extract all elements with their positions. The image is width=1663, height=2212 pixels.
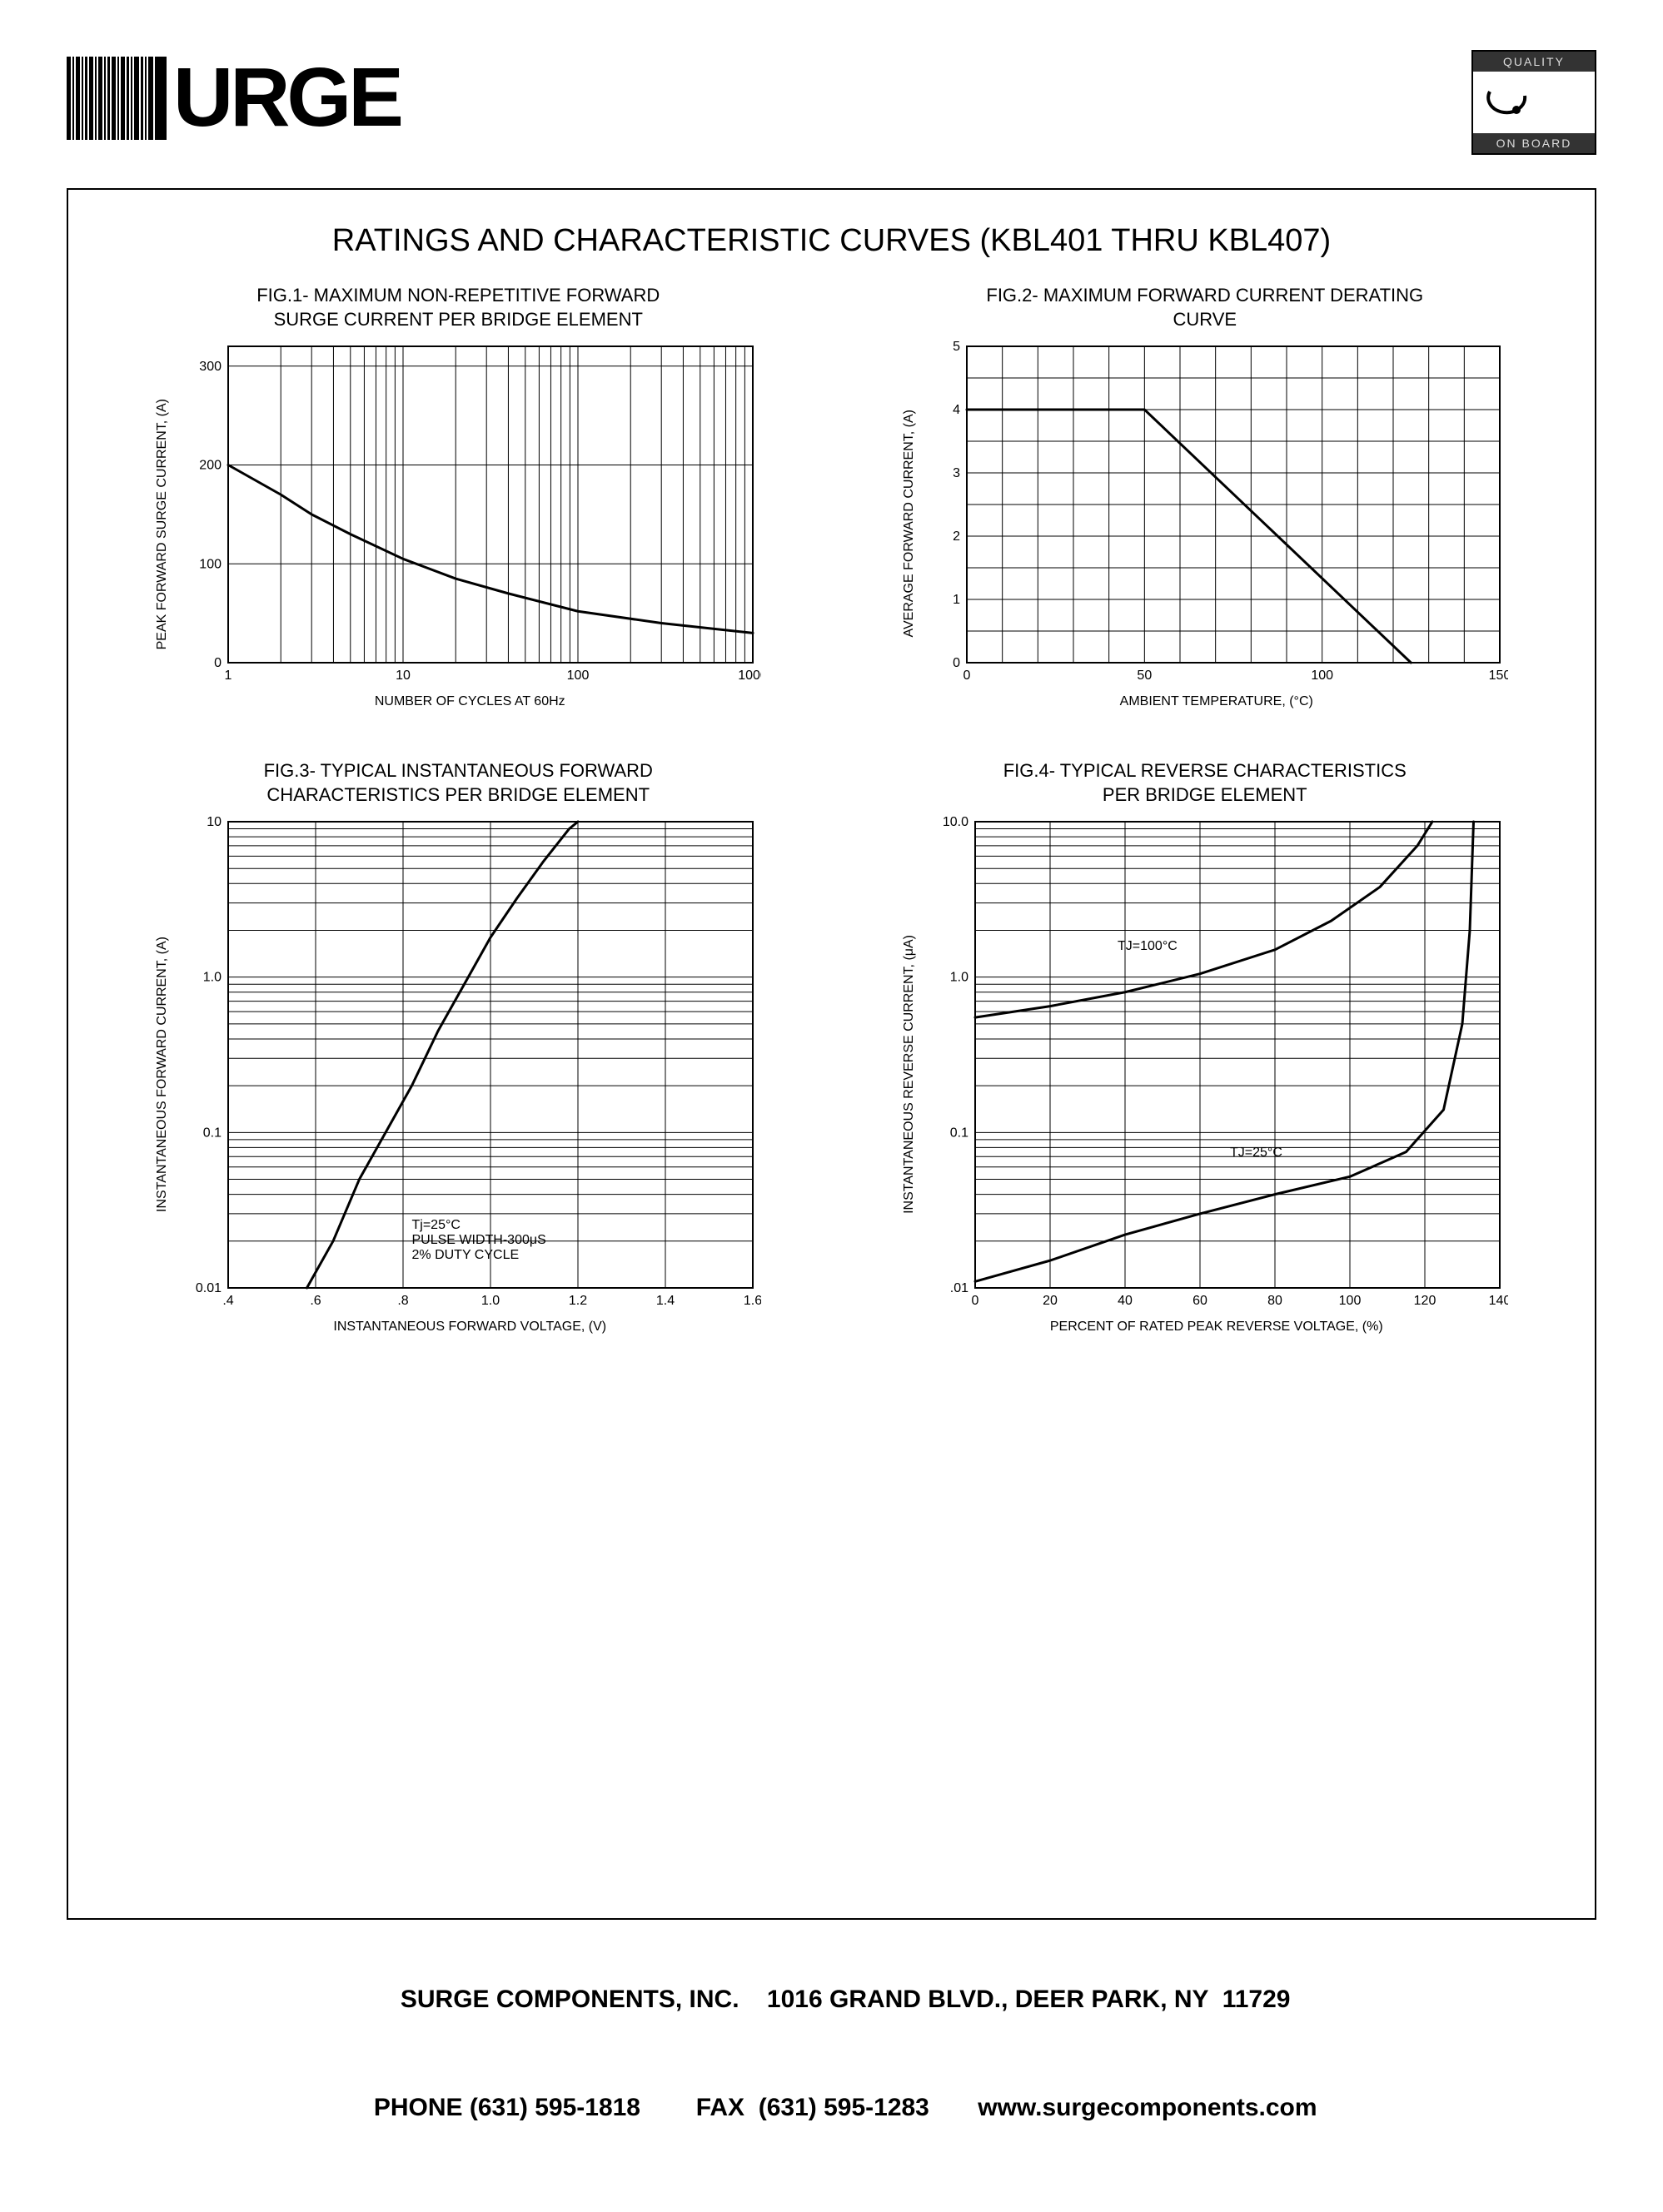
fig1-title: FIG.1- MAXIMUM NON-REPETITIVE FORWARD SU… <box>118 284 799 331</box>
badge-bot: ON BOARD <box>1473 133 1595 153</box>
fig2-cell: FIG.2- MAXIMUM FORWARD CURRENT DERATING … <box>865 284 1546 709</box>
svg-text:0: 0 <box>214 656 222 670</box>
fig3-ylabel: INSTANTANEOUS FORWARD CURRENT, (A) <box>155 937 170 1212</box>
fig4-title: FIG.4- TYPICAL REVERSE CHARACTERISTICS P… <box>865 759 1546 807</box>
svg-text:1000: 1000 <box>738 669 761 683</box>
svg-text:200: 200 <box>200 459 222 473</box>
svg-text:2% DUTY CYCLE: 2% DUTY CYCLE <box>412 1248 520 1262</box>
badge-top: QUALITY <box>1473 52 1595 72</box>
svg-text:120: 120 <box>1413 1294 1436 1308</box>
quality-badge: QUALITY ON BOARD <box>1471 50 1596 155</box>
fig2-xlabel: AMBIENT TEMPERATURE, (°C) <box>1120 694 1313 709</box>
svg-text:1.0: 1.0 <box>950 971 968 985</box>
svg-text:0: 0 <box>963 669 970 683</box>
svg-text:.4: .4 <box>223 1294 234 1308</box>
fig2-title: FIG.2- MAXIMUM FORWARD CURRENT DERATING … <box>865 284 1546 331</box>
svg-text:.8: .8 <box>398 1294 409 1308</box>
page-header: URGE QUALITY ON BOARD <box>67 50 1596 155</box>
svg-text:100: 100 <box>200 557 222 571</box>
svg-text:0.1: 0.1 <box>203 1126 222 1141</box>
fig3-chart: .4 .6 .8 1.0 1.2 1.4 1.6 0.01 0.1 1.0 10 Tj=25°CPUL… <box>178 813 761 1313</box>
svg-text:80: 80 <box>1267 1294 1282 1308</box>
svg-text:4: 4 <box>953 403 960 417</box>
svg-text:2: 2 <box>953 529 960 544</box>
fig3-xlabel: INSTANTANEOUS FORWARD VOLTAGE, (V) <box>333 1320 606 1335</box>
svg-text:PULSE WIDTH-300μS: PULSE WIDTH-300μS <box>412 1233 546 1247</box>
fig1-xlabel: NUMBER OF CYCLES AT 60Hz <box>375 694 565 709</box>
svg-text:.01: .01 <box>950 1281 968 1295</box>
fig2-chart: 0 50 100 150 0 1 2 3 4 5 <box>925 338 1508 688</box>
svg-text:10: 10 <box>207 815 222 829</box>
svg-text:1: 1 <box>953 593 960 607</box>
fig4-cell: FIG.4- TYPICAL REVERSE CHARACTERISTICS P… <box>865 759 1546 1335</box>
svg-text:1.0: 1.0 <box>481 1294 500 1308</box>
svg-text:5: 5 <box>953 340 960 354</box>
svg-text:1.6: 1.6 <box>744 1294 761 1308</box>
page-title: RATINGS AND CHARACTERISTIC CURVES (KBL40… <box>118 223 1545 259</box>
footer-address: 1016 GRAND BLVD., DEER PARK, NY 11729 <box>767 1986 1291 2013</box>
svg-text:10.0: 10.0 <box>943 815 968 829</box>
content-frame: RATINGS AND CHARACTERISTIC CURVES (KBL40… <box>67 188 1596 1920</box>
svg-text:0.1: 0.1 <box>950 1126 968 1141</box>
charts-grid: FIG.1- MAXIMUM NON-REPETITIVE FORWARD SU… <box>118 284 1545 1335</box>
fig4-ylabel: INSTANTANEOUS REVERSE CURRENT, (μA) <box>902 935 917 1214</box>
svg-text:50: 50 <box>1137 669 1152 683</box>
svg-text:100: 100 <box>567 669 590 683</box>
svg-text:.6: .6 <box>311 1294 321 1308</box>
fig3-cell: FIG.3- TYPICAL INSTANTANEOUS FORWARD CHA… <box>118 759 799 1335</box>
svg-text:140: 140 <box>1488 1294 1507 1308</box>
fig1-cell: FIG.1- MAXIMUM NON-REPETITIVE FORWARD SU… <box>118 284 799 709</box>
svg-text:1.2: 1.2 <box>569 1294 587 1308</box>
footer-company: SURGE COMPONENTS, INC. <box>401 1986 739 2013</box>
svg-text:40: 40 <box>1118 1294 1133 1308</box>
svg-text:100: 100 <box>1311 669 1333 683</box>
svg-text:300: 300 <box>200 360 222 374</box>
footer-phone: (631) 595-1818 <box>470 2094 640 2121</box>
fig3-title: FIG.3- TYPICAL INSTANTANEOUS FORWARD CHA… <box>118 759 799 807</box>
svg-text:1.4: 1.4 <box>656 1294 675 1308</box>
svg-text:0: 0 <box>953 656 960 670</box>
page-footer: SURGE COMPONENTS, INC. 1016 GRAND BLVD.,… <box>67 1945 1596 2162</box>
svg-text:TJ=100°C: TJ=100°C <box>1118 939 1178 953</box>
svg-text:150: 150 <box>1488 669 1507 683</box>
svg-text:0.01: 0.01 <box>196 1281 222 1295</box>
barcode-icon <box>67 57 167 140</box>
company-logo: URGE <box>67 50 401 146</box>
svg-text:60: 60 <box>1192 1294 1207 1308</box>
fig4-chart: 0 20 40 60 80 100 120 140 .01 0.1 1.0 10.0 TJ=100°C T… <box>925 813 1508 1313</box>
svg-text:3: 3 <box>953 466 960 480</box>
footer-phone-label: PHONE <box>374 2094 463 2121</box>
svg-text:10: 10 <box>396 669 411 683</box>
svg-text:TJ=25°C: TJ=25°C <box>1230 1146 1282 1161</box>
svg-text:0: 0 <box>971 1294 978 1308</box>
badge-mid-icon <box>1473 72 1595 133</box>
logo-text: URGE <box>173 50 401 146</box>
fig4-xlabel: PERCENT OF RATED PEAK REVERSE VOLTAGE, (… <box>1050 1320 1383 1335</box>
fig1-ylabel: PEAK FORWARD SURGE CURRENT, (A) <box>155 399 170 649</box>
footer-fax-label: FAX <box>696 2094 744 2121</box>
footer-url: www.surgecomponents.com <box>978 2094 1317 2121</box>
fig2-ylabel: AVERAGE FORWARD CURRENT, (A) <box>902 410 917 638</box>
svg-text:20: 20 <box>1043 1294 1058 1308</box>
svg-text:1.0: 1.0 <box>203 971 222 985</box>
svg-text:100: 100 <box>1338 1294 1361 1308</box>
svg-text:1: 1 <box>225 669 232 683</box>
fig1-chart: 1 10 100 1000 0 100 200 300 <box>178 338 761 688</box>
footer-fax: (631) 595-1283 <box>759 2094 929 2121</box>
svg-text:Tj=25°C: Tj=25°C <box>412 1218 461 1232</box>
